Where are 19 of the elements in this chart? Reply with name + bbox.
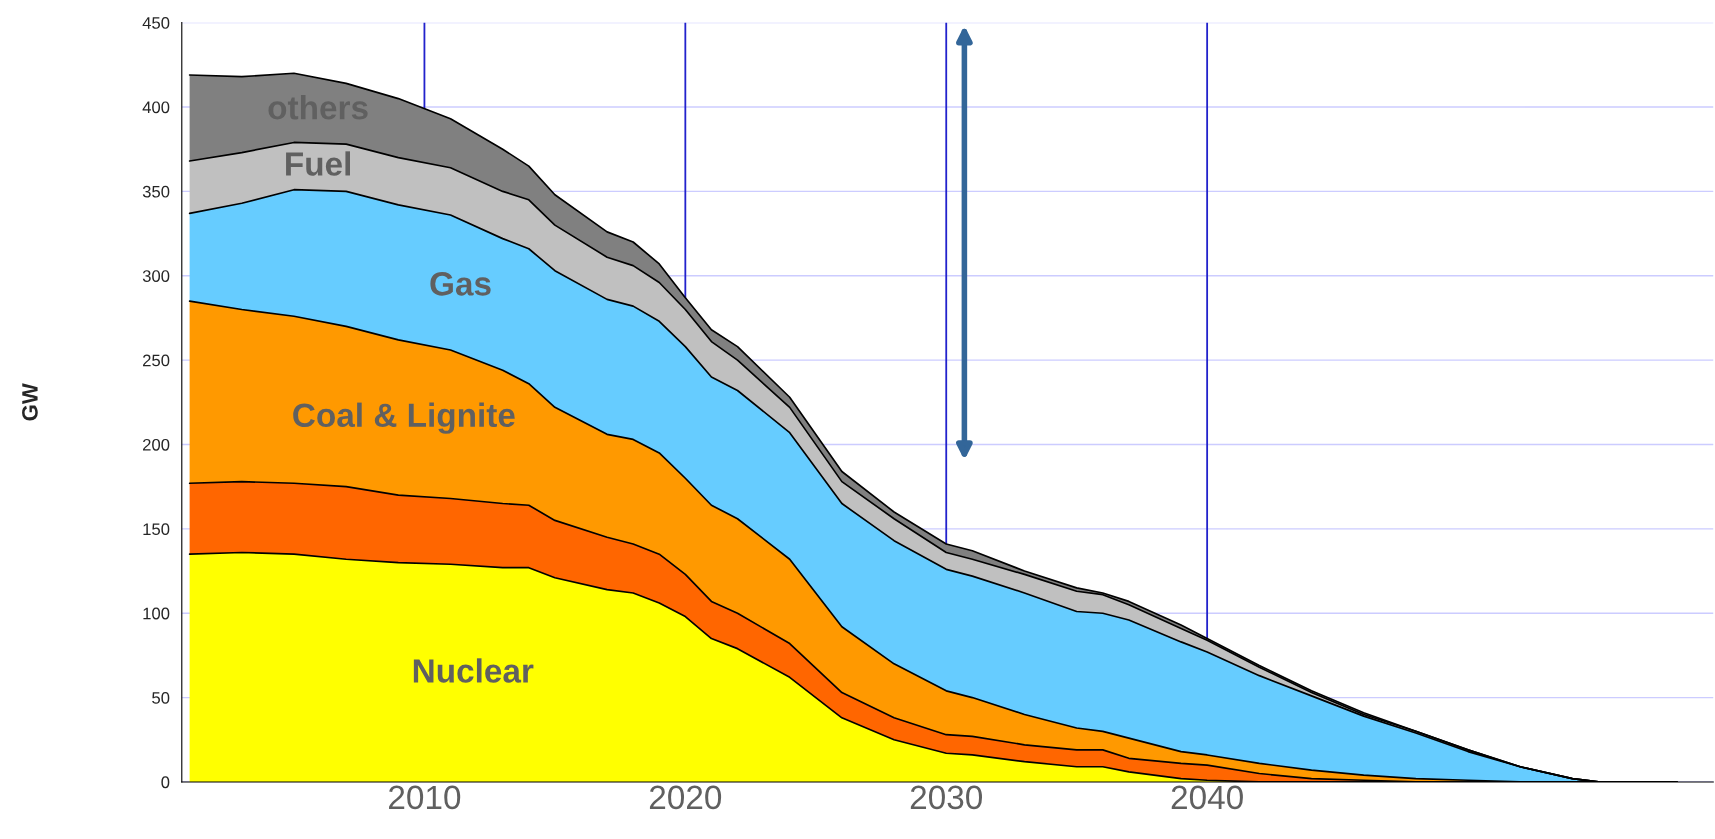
y-tick-label: 400 — [142, 101, 170, 114]
y-tick-label: 100 — [143, 607, 170, 620]
y-tick-label: 450 — [142, 17, 170, 29]
x-tick-label: 2020 — [649, 785, 722, 810]
series-label: Nuclear — [413, 658, 534, 683]
x-tick-label: 2040 — [1171, 785, 1243, 810]
y-tick-label: 150 — [143, 523, 170, 536]
y-tick-label: 200 — [143, 438, 170, 451]
y-tick-label: 0 — [161, 776, 170, 789]
y-tick-label: 350 — [142, 185, 170, 198]
x-tick-label: 2030 — [910, 785, 983, 810]
y-tick-label: 300 — [142, 270, 170, 282]
series-label: Fuel — [286, 151, 350, 176]
y-tick-label: 50 — [152, 691, 170, 704]
series-label: Coal & Lignite — [293, 402, 515, 434]
y-tick-label: 250 — [143, 354, 170, 367]
x-tick-label: 2010 — [389, 785, 461, 810]
series-label: Gas — [430, 272, 491, 296]
y-axis-title: GW — [22, 383, 38, 421]
